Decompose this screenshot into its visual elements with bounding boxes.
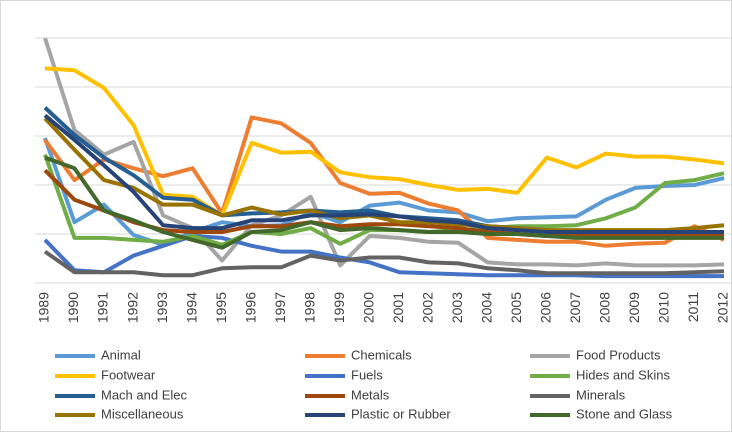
x-tick-label: 2007 [567, 292, 583, 323]
legend-label: Fuels [351, 367, 383, 382]
series-line [43, 113, 724, 234]
x-tick-label: 1995 [213, 292, 229, 323]
legend-label: Plastic or Rubber [351, 406, 451, 421]
x-tick-label: 2009 [626, 292, 642, 323]
legend-label: Minerals [576, 387, 626, 402]
x-tick-label: 1990 [65, 292, 81, 323]
series-line [44, 66, 725, 218]
x-tick-label: 1997 [272, 292, 288, 323]
x-tick-label: 2010 [656, 292, 672, 323]
series-line [43, 115, 725, 248]
x-tick-label: 2011 [685, 292, 701, 322]
x-tick-label: 2012 [715, 292, 731, 323]
legend-label: Stone and Glass [576, 406, 673, 421]
x-tick-label: 1992 [124, 292, 140, 323]
x-tick-label: 1993 [154, 292, 170, 323]
x-tick-label: 2006 [538, 292, 554, 323]
x-tick-label: 2004 [479, 292, 495, 323]
series-line [43, 234, 724, 279]
x-tick-label: 2008 [597, 292, 613, 323]
x-tick-label: 1989 [36, 292, 52, 323]
legend-label: Food Products [576, 347, 661, 362]
x-tick-label: 2000 [360, 292, 376, 323]
legend-label: Hides and Skins [576, 367, 670, 382]
x-tick-label: 2002 [419, 292, 435, 323]
legend-label: Footwear [101, 367, 156, 382]
x-tick-label: 2003 [449, 292, 465, 323]
x-tick-label: 1991 [95, 292, 111, 323]
x-tick-label: 1994 [183, 292, 199, 323]
legend-label: Mach and Elec [101, 387, 187, 402]
legend-label: Chemicals [351, 347, 412, 362]
x-tick-label: 1999 [331, 292, 347, 323]
legend-label: Metals [351, 387, 390, 402]
x-tick-label: 1998 [301, 292, 317, 323]
series-line [43, 249, 725, 278]
legend-label: Miscellaneous [101, 406, 184, 421]
series-line [44, 155, 724, 250]
x-tick-label: 2001 [390, 292, 406, 323]
x-tick-label: 2005 [508, 292, 524, 323]
x-tick-label: 1996 [242, 292, 258, 323]
legend-label: Animal [101, 347, 141, 362]
